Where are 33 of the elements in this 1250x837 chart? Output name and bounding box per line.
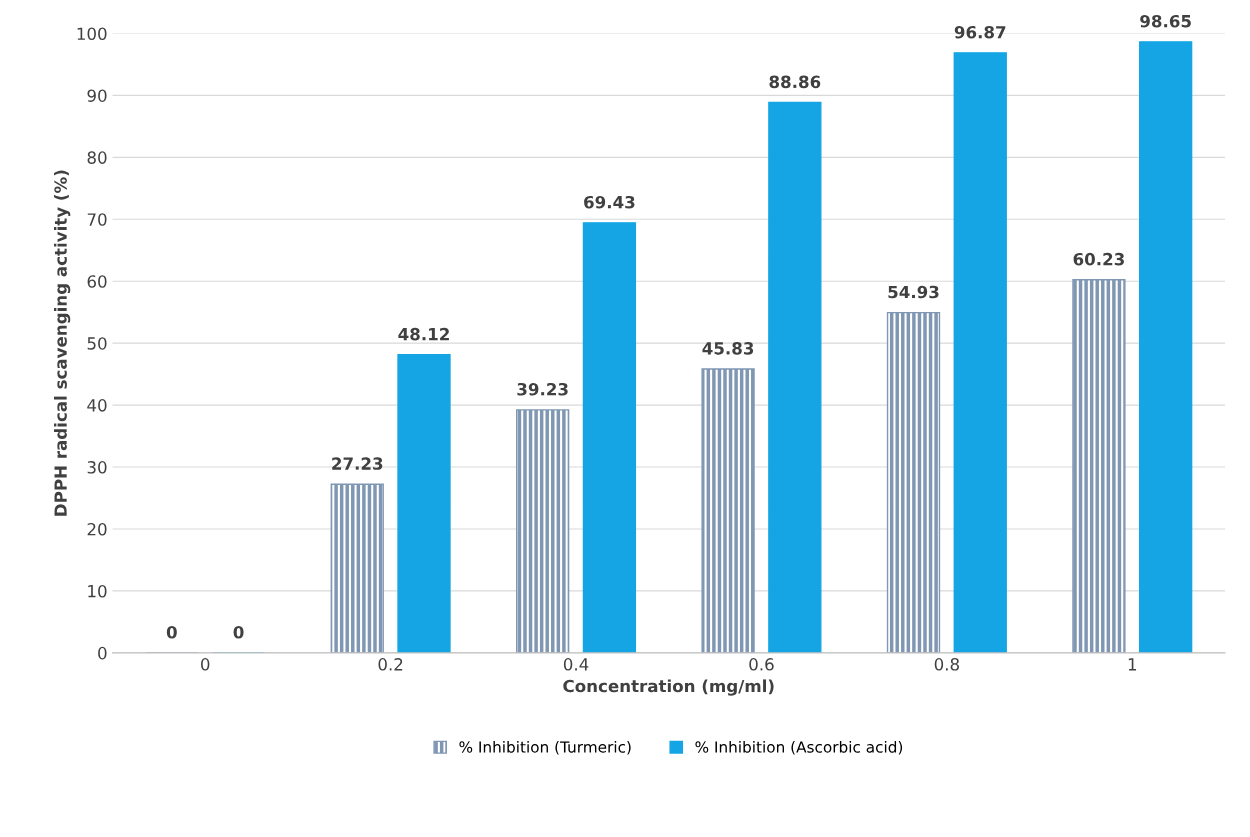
y-tick-label: 0 — [98, 646, 107, 660]
x-tick-label: 1 — [1128, 658, 1137, 671]
data-label: 96.87 — [954, 25, 1006, 39]
x-tick-label: 0.8 — [934, 658, 959, 671]
legend-label: % Inhibition (Ascorbic acid) — [695, 740, 903, 755]
data-label: 27.23 — [332, 457, 383, 470]
data-label: 0 — [166, 625, 177, 639]
data-label: 48.12 — [398, 327, 449, 341]
data-label: 69.43 — [584, 195, 635, 209]
y-tick-label: 30 — [87, 461, 107, 474]
y-tick-label: 80 — [87, 151, 107, 164]
y-tick-label: 20 — [87, 522, 107, 536]
y-tick-label: 10 — [88, 584, 107, 598]
y-axis-title: DPPH radical scavenging activity (%) — [54, 170, 71, 516]
y-tick-label: 100 — [77, 27, 107, 41]
y-tick-label: 60 — [87, 275, 107, 288]
x-tick-label: 0.4 — [563, 658, 589, 671]
data-label: 45.83 — [702, 342, 754, 355]
legend-label: % Inhibition (Turmeric) — [459, 740, 631, 755]
y-tick-label: 70 — [87, 213, 107, 226]
data-label: 0 — [233, 625, 244, 639]
y-tick-label: 90 — [87, 89, 107, 102]
data-label: 60.23 — [1073, 252, 1124, 266]
data-label: 98.65 — [1140, 14, 1191, 28]
data-label: 54.93 — [888, 285, 939, 299]
y-tick-label: 40 — [87, 399, 107, 412]
x-tick-label: 0 — [201, 658, 210, 671]
x-tick-label: 0.2 — [378, 658, 403, 671]
data-label: 39.23 — [517, 382, 568, 396]
data-label: 88.86 — [769, 75, 821, 89]
y-tick-label: 50 — [87, 337, 107, 350]
x-axis-title: Concentration (mg/ml) — [563, 679, 774, 696]
x-tick-label: 0.6 — [749, 658, 774, 671]
